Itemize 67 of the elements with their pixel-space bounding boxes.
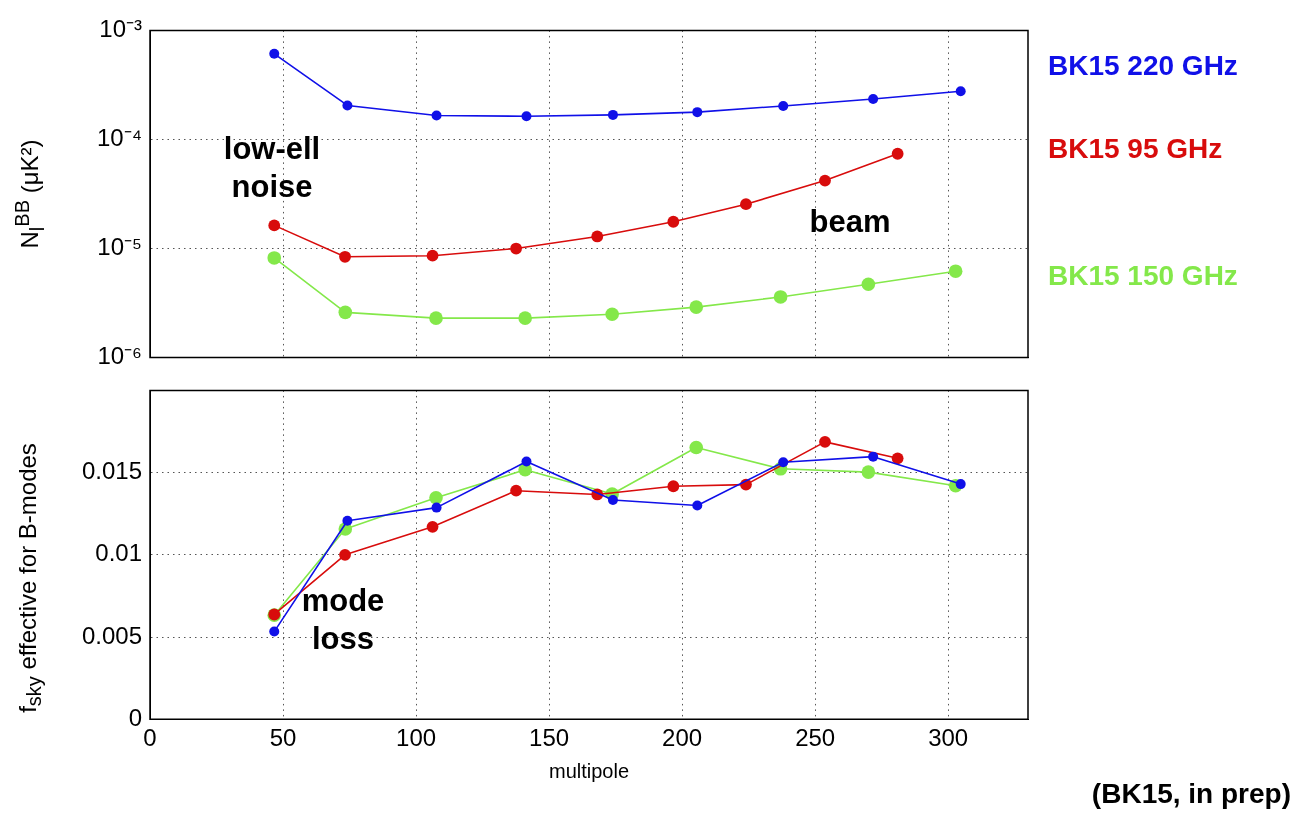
point (521, 111, 532, 122)
point (692, 107, 703, 118)
point (955, 86, 966, 97)
point (891, 452, 904, 465)
point (429, 311, 443, 325)
point (819, 435, 831, 448)
x-axis-title: multipole (548, 759, 630, 782)
y-tick-label: 0 (128, 703, 142, 731)
annotation: low-ell noise (222, 130, 322, 206)
y-tick-label: 0.005 (81, 621, 142, 649)
point (667, 215, 680, 228)
point (339, 250, 351, 263)
y-tick-label: 10⁻³ (99, 15, 143, 43)
point (269, 48, 280, 59)
x-tick-label: 300 (928, 724, 969, 752)
point (607, 109, 618, 120)
point (861, 465, 876, 479)
point (510, 484, 522, 497)
point (955, 479, 966, 490)
point (521, 456, 532, 467)
y-tick-label: 10⁻⁵ (97, 233, 142, 261)
point (518, 311, 532, 325)
point (426, 249, 439, 262)
point (431, 502, 442, 513)
point (338, 305, 353, 320)
point (426, 520, 439, 533)
point (431, 110, 442, 121)
text: BK15 150 GHz (1048, 260, 1238, 292)
x-tick-label: 150 (529, 724, 570, 752)
text: (BK15, in prep) (1091, 778, 1291, 810)
point (740, 198, 752, 211)
point (689, 440, 704, 455)
point (868, 94, 879, 104)
y-tick-label: 10⁻⁴ (96, 124, 142, 152)
y-tick-label: 0.01 (95, 539, 142, 567)
point (689, 300, 704, 314)
point (268, 219, 281, 232)
annotation: beam (808, 203, 892, 241)
x-tick-label: 250 (795, 724, 836, 752)
point (692, 500, 703, 511)
point (891, 147, 904, 160)
point (819, 174, 831, 187)
point (267, 251, 282, 265)
point (948, 264, 963, 278)
point (607, 495, 618, 506)
x-tick-label: 100 (396, 724, 437, 752)
point (605, 307, 619, 321)
point (667, 480, 680, 493)
point (342, 100, 353, 111)
x-tick-label: 50 (269, 724, 297, 752)
point (778, 100, 789, 111)
y-tick-label: 0.015 (81, 457, 142, 485)
point (591, 230, 604, 243)
x-tick-label: 200 (662, 724, 703, 752)
point (342, 515, 353, 526)
point (778, 457, 789, 468)
y-tick-label: 10⁻⁶ (97, 342, 142, 370)
point (510, 242, 522, 255)
point (339, 548, 351, 561)
text: BK15 220 GHz (1048, 50, 1238, 82)
annotation: mode loss (300, 582, 386, 658)
point (269, 626, 280, 637)
point (773, 290, 788, 304)
text: BK15 95 GHz (1048, 133, 1223, 165)
point (868, 451, 879, 462)
point (429, 490, 443, 505)
point (861, 277, 876, 292)
